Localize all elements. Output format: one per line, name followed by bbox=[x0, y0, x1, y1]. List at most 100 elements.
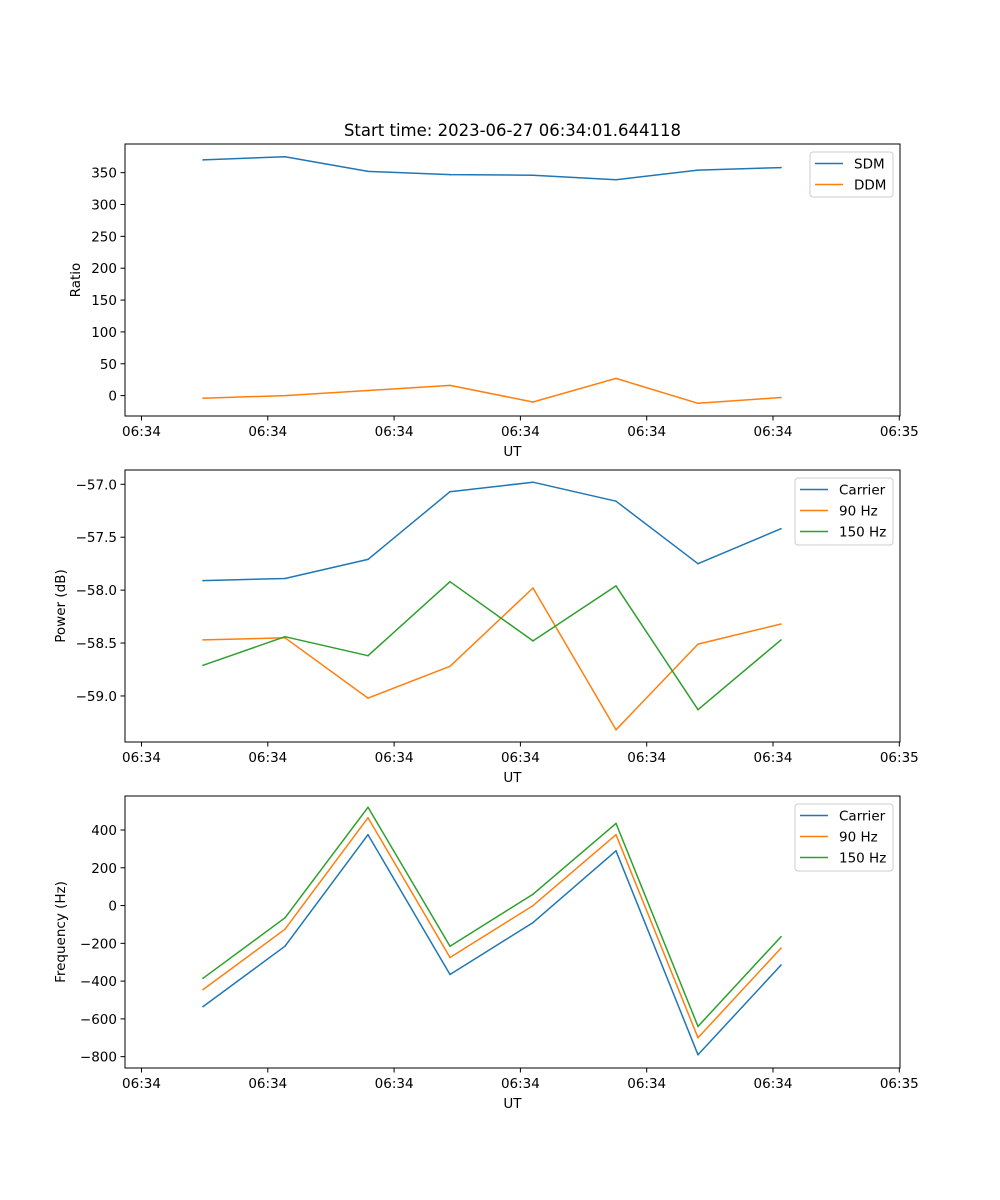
chart-panel-3: 06:34 06:34 06:34 06:34 06:34 06:34 06:35 −800 −… bbox=[53, 795, 919, 1112]
data-point bbox=[202, 988, 204, 991]
chart-title: Start time: 2023-06-27 06:34:01.644118 bbox=[344, 121, 681, 140]
y-tick-label: 250 bbox=[91, 229, 117, 245]
y-axis-label: Frequency (Hz) bbox=[53, 881, 69, 983]
data-point bbox=[449, 580, 451, 583]
series-line-90-hz bbox=[202, 816, 782, 1039]
y-tick-label: 350 bbox=[91, 166, 117, 182]
data-point bbox=[780, 396, 782, 399]
x-tick-label: 06:34 bbox=[375, 1076, 414, 1092]
data-point bbox=[284, 945, 286, 947]
data-point bbox=[202, 579, 204, 582]
axes-frame bbox=[124, 795, 901, 1069]
x-tick-label: 06:34 bbox=[122, 1076, 161, 1092]
data-point bbox=[367, 816, 369, 819]
y-tick-label: −57.0 bbox=[76, 477, 117, 493]
data-point bbox=[367, 654, 369, 657]
data-point bbox=[697, 402, 699, 405]
data-point bbox=[532, 904, 534, 907]
x-tick-label: 06:34 bbox=[754, 1076, 793, 1092]
data-point bbox=[532, 174, 534, 177]
data-point bbox=[202, 664, 204, 667]
series-line-90-hz bbox=[202, 587, 782, 731]
data-point bbox=[615, 500, 617, 503]
y-tick-label: −57.5 bbox=[76, 530, 117, 546]
legend-label: Carrier bbox=[839, 809, 886, 825]
data-point bbox=[697, 1025, 699, 1028]
y-axis-label: Power (dB) bbox=[53, 569, 69, 642]
y-tick-label: −600 bbox=[80, 1012, 117, 1028]
x-tick-label: 06:34 bbox=[501, 750, 540, 766]
y-tick-label: 150 bbox=[91, 293, 117, 309]
x-tick-label: 06:34 bbox=[248, 1076, 287, 1092]
x-tick-label: 06:34 bbox=[375, 424, 414, 440]
y-tick-label: −58.5 bbox=[76, 636, 117, 652]
x-tick-label: 06:34 bbox=[122, 750, 161, 766]
chart-panel-2: 06:34 06:34 06:34 06:34 06:34 06:34 06:35 −57.0… bbox=[53, 469, 919, 786]
x-tick-label: 06:35 bbox=[880, 424, 919, 440]
legend-label: 90 Hz bbox=[839, 504, 878, 520]
data-point bbox=[284, 394, 286, 397]
data-point bbox=[202, 1005, 204, 1008]
data-point bbox=[202, 159, 204, 161]
data-point bbox=[367, 389, 369, 392]
y-tick-label: −800 bbox=[80, 1050, 117, 1066]
x-tick-label: 06:34 bbox=[375, 750, 414, 766]
legend-box bbox=[794, 477, 894, 546]
data-point bbox=[697, 169, 699, 171]
data-point bbox=[615, 849, 617, 852]
axes-frame bbox=[124, 469, 901, 743]
data-point bbox=[284, 635, 286, 638]
series-line-sdm bbox=[202, 155, 782, 181]
data-point bbox=[532, 401, 534, 403]
legend-label: 150 Hz bbox=[839, 851, 886, 867]
data-point bbox=[284, 155, 286, 158]
data-point bbox=[367, 697, 369, 699]
data-point bbox=[615, 729, 617, 731]
y-tick-label: −200 bbox=[80, 936, 117, 952]
x-tick-label: 06:34 bbox=[501, 1076, 540, 1092]
data-point bbox=[780, 947, 782, 949]
y-tick-label: 100 bbox=[91, 325, 117, 341]
y-axis-label: Ratio bbox=[68, 263, 84, 298]
x-tick-label: 06:34 bbox=[754, 424, 793, 440]
data-point bbox=[284, 577, 286, 580]
data-point bbox=[780, 166, 782, 169]
y-tick-label: −58.0 bbox=[76, 583, 117, 599]
data-point bbox=[449, 973, 451, 976]
y-tick-label: 0 bbox=[108, 389, 117, 405]
data-point bbox=[449, 665, 451, 668]
data-point bbox=[202, 639, 204, 641]
x-tick-label: 06:34 bbox=[501, 424, 540, 440]
data-point bbox=[449, 945, 451, 947]
legend-box bbox=[794, 803, 894, 872]
x-axis-label: UT bbox=[503, 1096, 522, 1112]
data-point bbox=[449, 384, 451, 387]
data-point bbox=[615, 585, 617, 587]
data-point bbox=[615, 833, 617, 836]
x-tick-label: 06:34 bbox=[627, 1076, 666, 1092]
series-line-150-hz bbox=[202, 580, 782, 711]
legend-label: Carrier bbox=[839, 483, 886, 499]
data-point bbox=[697, 1053, 699, 1056]
data-point bbox=[532, 640, 534, 642]
data-point bbox=[532, 481, 534, 483]
legend-label: DDM bbox=[854, 178, 886, 194]
data-point bbox=[697, 643, 699, 645]
data-point bbox=[615, 377, 617, 380]
chart-panel-1: 06:34 06:34 06:34 06:34 06:34 06:34 06:35 0 50 10… bbox=[68, 121, 919, 460]
y-tick-label: 200 bbox=[91, 261, 117, 277]
data-point bbox=[367, 170, 369, 173]
y-tick-label: 400 bbox=[91, 823, 117, 839]
x-axis-label: UT bbox=[503, 770, 522, 786]
x-tick-label: 06:34 bbox=[248, 750, 287, 766]
data-point bbox=[615, 822, 617, 825]
x-tick-label: 06:35 bbox=[880, 750, 919, 766]
data-point bbox=[367, 558, 369, 561]
axes-frame bbox=[124, 143, 901, 417]
legend: Carrier 90 Hz 150 Hz bbox=[794, 477, 894, 546]
series-line-carrier bbox=[202, 833, 782, 1056]
legend-label: SDM bbox=[854, 157, 885, 173]
y-tick-label: 0 bbox=[108, 899, 117, 915]
data-point bbox=[532, 921, 534, 924]
